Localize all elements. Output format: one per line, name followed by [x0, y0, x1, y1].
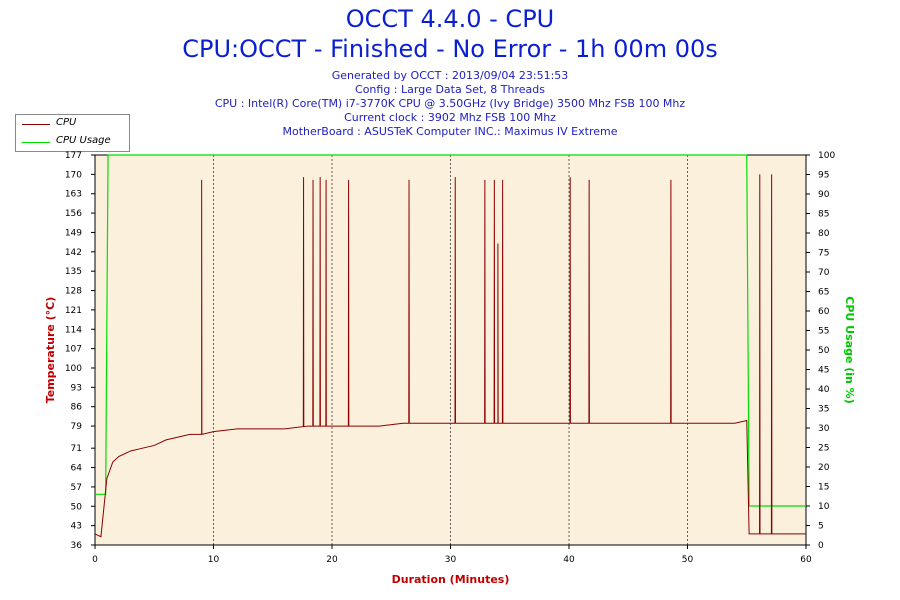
- y-right-tick-label: 100: [818, 151, 835, 161]
- y-left-tick-label: 43: [71, 522, 82, 532]
- y-right-tick-label: 15: [818, 483, 829, 493]
- info-cpu: CPU : Intel(R) Core(TM) i7-3770K CPU @ 3…: [214, 97, 686, 110]
- x-tick-label: 40: [563, 555, 575, 565]
- y-right-tick-label: 50: [818, 346, 830, 356]
- y-right-tick-label: 60: [818, 307, 830, 317]
- legend-label-cpu: CPU: [56, 117, 77, 128]
- y-left-tick-label: 156: [65, 209, 82, 219]
- y-left-tick-label: 64: [71, 464, 83, 474]
- y-left-tick-label: 93: [71, 383, 82, 393]
- y-left-tick-label: 135: [65, 267, 82, 277]
- y-left-tick-label: 36: [71, 541, 83, 551]
- x-tick-label: 10: [208, 555, 220, 565]
- y-right-tick-label: 35: [818, 405, 829, 415]
- y-left-tick-label: 71: [71, 444, 82, 454]
- y-left-tick-label: 128: [65, 287, 82, 297]
- x-tick-label: 0: [92, 555, 98, 565]
- y-right-tick-label: 45: [818, 366, 829, 376]
- y-right-tick-label: 20: [818, 463, 830, 473]
- y-left-tick-label: 100: [65, 364, 82, 374]
- y-right-tick-label: 80: [818, 229, 830, 239]
- y-right-tick-label: 95: [818, 171, 829, 181]
- chart-title: OCCT 4.4.0 - CPU: [345, 5, 555, 33]
- y-right-tick-label: 55: [818, 327, 829, 337]
- chart-subtitle: CPU:OCCT - Finished - No Error - 1h 00m …: [182, 35, 718, 63]
- legend: CPU CPU Usage: [15, 114, 130, 152]
- y-right-tick-label: 70: [818, 268, 830, 278]
- y-right-tick-label: 40: [818, 385, 830, 395]
- y-left-tick-label: 149: [65, 228, 82, 238]
- y-right-tick-label: 30: [818, 424, 830, 434]
- x-tick-label: 30: [445, 555, 457, 565]
- y-right-tick-label: 75: [818, 249, 829, 259]
- y-left-tick-label: 170: [65, 170, 82, 180]
- y-left-tick-label: 57: [71, 483, 82, 493]
- y-left-tick-label: 107: [65, 345, 82, 355]
- y-left-tick-label: 50: [71, 502, 83, 512]
- y-left-tick-label: 79: [71, 422, 83, 432]
- y-right-tick-label: 65: [818, 288, 829, 298]
- y-left-tick-label: 142: [65, 248, 82, 258]
- x-tick-label: 50: [682, 555, 694, 565]
- y-right-tick-label: 85: [818, 210, 829, 220]
- x-tick-label: 20: [326, 555, 338, 565]
- legend-label-cpu-usage: CPU Usage: [56, 135, 111, 146]
- info-config: Config : Large Data Set, 8 Threads: [355, 83, 545, 96]
- series-line-cpu-usage: [95, 154, 806, 507]
- y-axis-label-right: CPU Usage (in %): [843, 296, 856, 403]
- y-left-tick-label: 163: [65, 190, 82, 200]
- series-line-cpu: [94, 174, 806, 538]
- y-left-tick-label: 121: [65, 306, 82, 316]
- info-generated: Generated by OCCT : 2013/09/04 23:51:53: [331, 69, 569, 82]
- y-left-tick-label: 86: [71, 403, 83, 413]
- y-left-tick-label: 114: [65, 325, 82, 335]
- y-left-tick-label: 177: [65, 151, 82, 161]
- y-right-tick-label: 25: [818, 444, 829, 454]
- info-motherboard: MotherBoard : ASUSTeK Computer INC.: Max…: [282, 125, 618, 138]
- info-clock: Current clock : 3902 Mhz FSB 100 Mhz: [344, 111, 556, 124]
- y-axis-label-left: Temperature (°C): [44, 297, 57, 404]
- legend-swatch-cpu: [22, 124, 50, 125]
- y-right-tick-label: 10: [818, 502, 830, 512]
- y-right-tick-label: 0: [818, 541, 824, 551]
- y-right-tick-label: 5: [818, 522, 824, 532]
- x-axis-label: Duration (Minutes): [392, 573, 510, 586]
- x-tick-label: 60: [800, 555, 812, 565]
- legend-swatch-cpu-usage: [22, 142, 50, 143]
- y-right-tick-label: 90: [818, 190, 830, 200]
